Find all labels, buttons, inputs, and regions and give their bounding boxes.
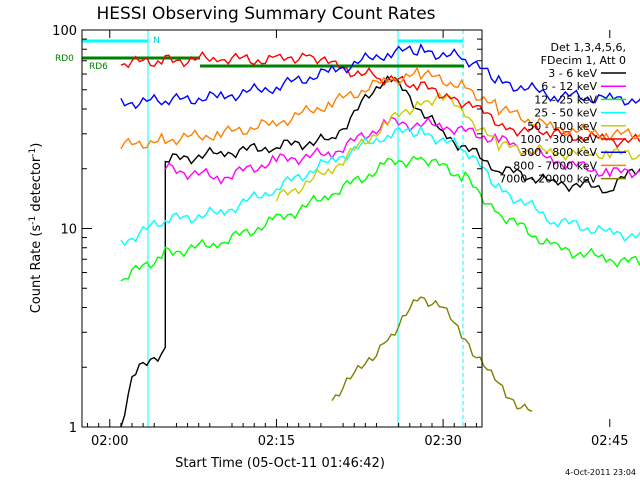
y-tick-label: 100 <box>52 24 77 39</box>
y-label-sup-1: -1 <box>28 216 38 225</box>
series-line-12-25-kev <box>120 155 640 282</box>
legend-item-label: 100 - 300 keV <box>520 133 597 146</box>
y-axis: 1 10 100 <box>52 24 482 436</box>
timestamp: 4-Oct-2011 23:04 <box>565 468 636 477</box>
x-tick-label: 02:30 <box>424 434 461 449</box>
series-line-300-800-kev <box>120 43 640 110</box>
y-axis-label: Count Rate (s-1 detector-1) <box>28 143 44 314</box>
x-axis-label: Start Time (05-Oct-11 01:46:42) <box>175 456 385 471</box>
series-line-50-100-kev <box>275 91 640 202</box>
legend-header-1: Det 1,3,4,5,6, <box>550 41 626 54</box>
plot-area <box>82 30 640 428</box>
rd6-label: RD6 <box>89 62 108 72</box>
legend-item-label: 3 - 6 keV <box>548 67 597 80</box>
x-tick-label: 02:15 <box>258 434 295 449</box>
y-label-part-1: Count Rate (s <box>29 225 44 314</box>
series-line-7000-20000-kev <box>331 296 533 412</box>
series-line-3-6-kev <box>120 75 640 428</box>
legend-item-label: 25 - 50 keV <box>534 107 597 120</box>
y-tick-label: 1 <box>69 421 77 436</box>
legend-item-label: 800 - 7000 keV <box>513 159 597 172</box>
chart-title: HESSI Observing Summary Count Rates <box>96 4 435 24</box>
legend-header-2: FDecim 1, Att 0 <box>541 54 626 67</box>
x-tick-label: 02:00 <box>91 434 128 449</box>
legend-item-label: 7000 - 20000 keV <box>499 173 597 186</box>
y-label-sup-2: -1 <box>28 148 38 157</box>
series-line-6-12-kev <box>164 116 640 185</box>
series-line-100-300-kev <box>120 51 640 149</box>
x-tick-label: 02:45 <box>591 434 628 449</box>
y-label-part-3: ) <box>29 143 44 148</box>
legend-item-label: 300 - 800 keV <box>520 146 597 159</box>
legend-item-label: 50 - 100 keV <box>527 120 597 133</box>
series-line-800-7000-kev <box>120 66 640 150</box>
legend-item-label: 12 - 25 keV <box>534 93 597 106</box>
legend: Det 1,3,4,5,6, FDecim 1, Att 0 3 - 6 keV… <box>499 41 626 186</box>
series-line-25-50-kev <box>120 125 640 247</box>
n-marker-label: N <box>153 36 160 46</box>
rd0-label: RD0 <box>55 54 74 64</box>
y-tick-label: 10 <box>60 223 77 238</box>
legend-item-label: 6 - 12 keV <box>541 80 597 93</box>
y-label-part-2: detector <box>29 156 44 216</box>
